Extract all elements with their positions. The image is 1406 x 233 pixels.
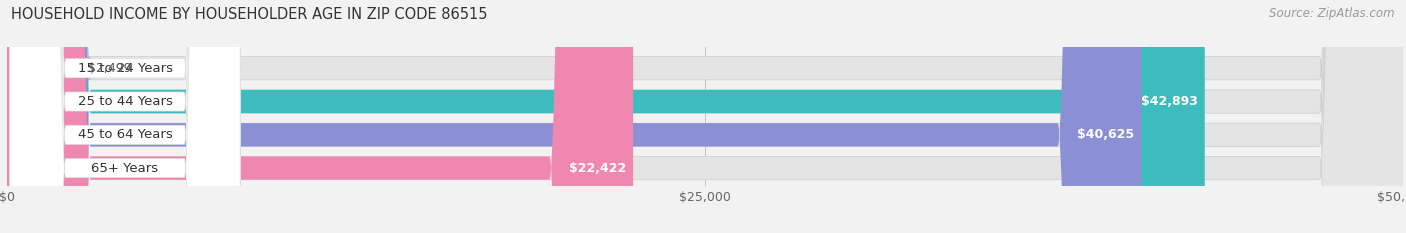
Text: $22,422: $22,422 [569, 162, 626, 175]
Text: HOUSEHOLD INCOME BY HOUSEHOLDER AGE IN ZIP CODE 86515: HOUSEHOLD INCOME BY HOUSEHOLDER AGE IN Z… [11, 7, 488, 22]
FancyBboxPatch shape [0, 0, 91, 233]
FancyBboxPatch shape [7, 0, 1403, 233]
FancyBboxPatch shape [10, 0, 240, 233]
FancyBboxPatch shape [7, 0, 1403, 233]
FancyBboxPatch shape [7, 0, 1403, 233]
FancyBboxPatch shape [10, 0, 240, 233]
FancyBboxPatch shape [10, 0, 240, 233]
FancyBboxPatch shape [7, 0, 633, 233]
Text: 25 to 44 Years: 25 to 44 Years [77, 95, 173, 108]
Text: 45 to 64 Years: 45 to 64 Years [77, 128, 173, 141]
Text: Source: ZipAtlas.com: Source: ZipAtlas.com [1270, 7, 1395, 20]
Text: 65+ Years: 65+ Years [91, 162, 159, 175]
Text: $40,625: $40,625 [1077, 128, 1135, 141]
FancyBboxPatch shape [7, 0, 1205, 233]
Text: $42,893: $42,893 [1140, 95, 1198, 108]
Text: $2,499: $2,499 [89, 62, 132, 75]
FancyBboxPatch shape [7, 0, 1142, 233]
FancyBboxPatch shape [10, 0, 240, 233]
Text: 15 to 24 Years: 15 to 24 Years [77, 62, 173, 75]
FancyBboxPatch shape [7, 0, 1403, 233]
